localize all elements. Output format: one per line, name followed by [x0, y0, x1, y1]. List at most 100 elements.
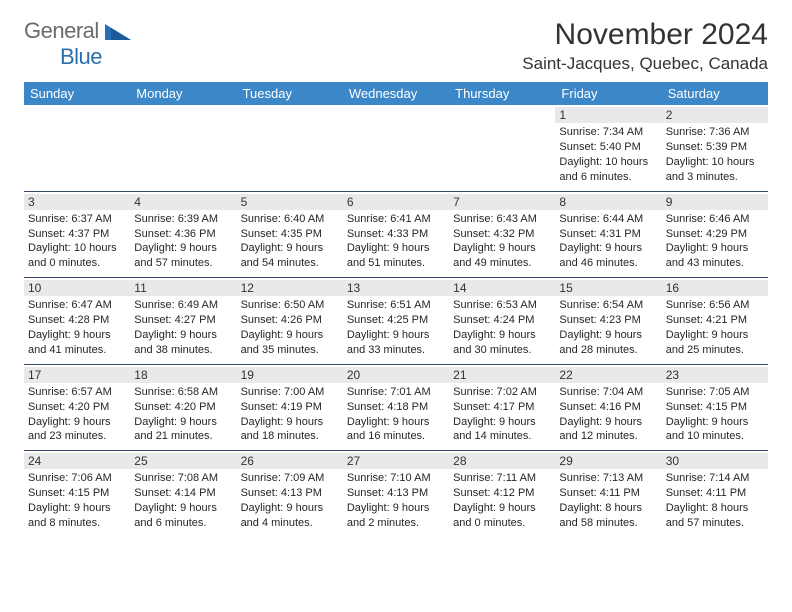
day-daylight1: Daylight: 9 hours — [28, 328, 126, 343]
day-number: 3 — [24, 194, 130, 210]
day-daylight2: and 28 minutes. — [559, 343, 657, 358]
day-number: 4 — [130, 194, 236, 210]
calendar-day: 23Sunrise: 7:05 AMSunset: 4:15 PMDayligh… — [662, 365, 768, 451]
logo-triangle-icon — [105, 22, 131, 40]
day-number: 16 — [662, 280, 768, 296]
day-number: 29 — [555, 453, 661, 469]
calendar-day: 27Sunrise: 7:10 AMSunset: 4:13 PMDayligh… — [343, 451, 449, 537]
calendar-day: 11Sunrise: 6:49 AMSunset: 4:27 PMDayligh… — [130, 278, 236, 364]
day-sunset: Sunset: 4:35 PM — [241, 227, 339, 242]
day-daylight1: Daylight: 9 hours — [347, 241, 445, 256]
day-header: Friday — [555, 82, 661, 105]
calendar-day: 5Sunrise: 6:40 AMSunset: 4:35 PMDaylight… — [237, 192, 343, 278]
day-daylight1: Daylight: 9 hours — [666, 241, 764, 256]
day-daylight1: Daylight: 9 hours — [28, 501, 126, 516]
day-sunset: Sunset: 4:18 PM — [347, 400, 445, 415]
calendar-day — [130, 105, 236, 191]
day-number: 19 — [237, 367, 343, 383]
calendar-weeks: 1Sunrise: 7:34 AMSunset: 5:40 PMDaylight… — [24, 105, 768, 537]
day-sunrise: Sunrise: 7:34 AM — [559, 125, 657, 140]
day-sunset: Sunset: 4:13 PM — [347, 486, 445, 501]
day-daylight2: and 4 minutes. — [241, 516, 339, 531]
day-number: 12 — [237, 280, 343, 296]
calendar-day: 10Sunrise: 6:47 AMSunset: 4:28 PMDayligh… — [24, 278, 130, 364]
day-number: 6 — [343, 194, 449, 210]
day-sunset: Sunset: 4:20 PM — [134, 400, 232, 415]
day-daylight2: and 0 minutes. — [453, 516, 551, 531]
calendar-day: 25Sunrise: 7:08 AMSunset: 4:14 PMDayligh… — [130, 451, 236, 537]
calendar-day: 14Sunrise: 6:53 AMSunset: 4:24 PMDayligh… — [449, 278, 555, 364]
day-daylight1: Daylight: 9 hours — [134, 241, 232, 256]
day-daylight1: Daylight: 9 hours — [28, 415, 126, 430]
day-daylight1: Daylight: 10 hours — [28, 241, 126, 256]
calendar-day: 24Sunrise: 7:06 AMSunset: 4:15 PMDayligh… — [24, 451, 130, 537]
day-daylight2: and 54 minutes. — [241, 256, 339, 271]
day-sunset: Sunset: 4:31 PM — [559, 227, 657, 242]
day-sunset: Sunset: 4:11 PM — [666, 486, 764, 501]
day-sunrise: Sunrise: 6:39 AM — [134, 212, 232, 227]
calendar-day: 4Sunrise: 6:39 AMSunset: 4:36 PMDaylight… — [130, 192, 236, 278]
day-number: 26 — [237, 453, 343, 469]
day-sunrise: Sunrise: 6:50 AM — [241, 298, 339, 313]
day-sunrise: Sunrise: 6:56 AM — [666, 298, 764, 313]
calendar-day: 8Sunrise: 6:44 AMSunset: 4:31 PMDaylight… — [555, 192, 661, 278]
day-number: 24 — [24, 453, 130, 469]
logo-word-2: Blue — [60, 44, 102, 69]
day-daylight2: and 8 minutes. — [28, 516, 126, 531]
calendar-day: 9Sunrise: 6:46 AMSunset: 4:29 PMDaylight… — [662, 192, 768, 278]
calendar-day: 28Sunrise: 7:11 AMSunset: 4:12 PMDayligh… — [449, 451, 555, 537]
calendar-day: 13Sunrise: 6:51 AMSunset: 4:25 PMDayligh… — [343, 278, 449, 364]
day-number: 28 — [449, 453, 555, 469]
calendar-day: 6 Sunrise: 6:41 AMSunset: 4:33 PMDaylight… — [343, 192, 449, 278]
day-sunrise: Sunrise: 6:54 AM — [559, 298, 657, 313]
day-daylight2: and 38 minutes. — [134, 343, 232, 358]
day-sunrise: Sunrise: 6:47 AM — [28, 298, 126, 313]
day-daylight2: and 23 minutes. — [28, 429, 126, 444]
day-header: Monday — [130, 82, 236, 105]
day-daylight2: and 6 minutes. — [134, 516, 232, 531]
day-number: 27 — [343, 453, 449, 469]
day-daylight2: and 35 minutes. — [241, 343, 339, 358]
day-sunrise: Sunrise: 7:04 AM — [559, 385, 657, 400]
day-sunrise: Sunrise: 7:02 AM — [453, 385, 551, 400]
day-sunset: Sunset: 4:28 PM — [28, 313, 126, 328]
calendar-day: 21Sunrise: 7:02 AMSunset: 4:17 PMDayligh… — [449, 365, 555, 451]
day-daylight1: Daylight: 9 hours — [241, 328, 339, 343]
day-header: Saturday — [662, 82, 768, 105]
day-number: 25 — [130, 453, 236, 469]
calendar-day — [24, 105, 130, 191]
day-sunset: Sunset: 4:37 PM — [28, 227, 126, 242]
day-number: 9 — [662, 194, 768, 210]
day-sunrise: Sunrise: 6:51 AM — [347, 298, 445, 313]
day-daylight2: and 25 minutes. — [666, 343, 764, 358]
location: Saint-Jacques, Quebec, Canada — [522, 54, 768, 74]
day-sunrise: Sunrise: 7:10 AM — [347, 471, 445, 486]
day-daylight2: and 6 minutes. — [559, 170, 657, 185]
day-sunset: Sunset: 4:27 PM — [134, 313, 232, 328]
day-daylight1: Daylight: 8 hours — [559, 501, 657, 516]
day-daylight1: Daylight: 9 hours — [241, 501, 339, 516]
logo-word-1: General — [24, 18, 99, 43]
day-number: 8 — [555, 194, 661, 210]
day-daylight1: Daylight: 8 hours — [666, 501, 764, 516]
day-sunset: Sunset: 4:21 PM — [666, 313, 764, 328]
day-daylight2: and 49 minutes. — [453, 256, 551, 271]
day-sunrise: Sunrise: 6:41 AM — [347, 212, 445, 227]
day-sunset: Sunset: 4:15 PM — [28, 486, 126, 501]
day-sunset: Sunset: 4:33 PM — [347, 227, 445, 242]
calendar-week: 3Sunrise: 6:37 AMSunset: 4:37 PMDaylight… — [24, 191, 768, 278]
day-number: 18 — [130, 367, 236, 383]
calendar-day: 7Sunrise: 6:43 AMSunset: 4:32 PMDaylight… — [449, 192, 555, 278]
day-number: 21 — [449, 367, 555, 383]
calendar-day: 16Sunrise: 6:56 AMSunset: 4:21 PMDayligh… — [662, 278, 768, 364]
day-daylight2: and 58 minutes. — [559, 516, 657, 531]
day-number: 14 — [449, 280, 555, 296]
calendar-day: 3Sunrise: 6:37 AMSunset: 4:37 PMDaylight… — [24, 192, 130, 278]
day-number: 30 — [662, 453, 768, 469]
day-sunrise: Sunrise: 6:57 AM — [28, 385, 126, 400]
calendar-day — [237, 105, 343, 191]
day-daylight1: Daylight: 9 hours — [559, 415, 657, 430]
calendar-day: 20Sunrise: 7:01 AMSunset: 4:18 PMDayligh… — [343, 365, 449, 451]
day-daylight1: Daylight: 9 hours — [347, 328, 445, 343]
day-sunrise: Sunrise: 7:09 AM — [241, 471, 339, 486]
